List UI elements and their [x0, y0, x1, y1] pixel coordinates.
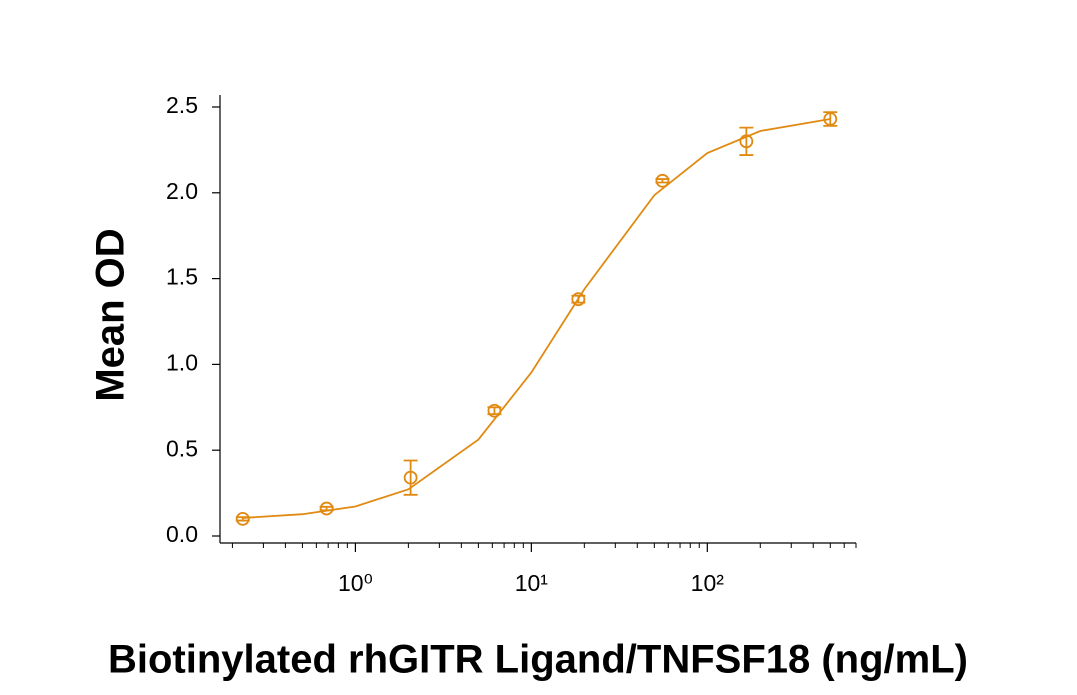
data-point [739, 134, 754, 149]
data-point [823, 112, 838, 126]
x-tick-label: 10¹ [515, 570, 549, 596]
error-bar [235, 516, 250, 522]
x-axis-title: Biotinylated rhGITR Ligand/TNFSF18 (ng/m… [108, 638, 968, 682]
data-point [571, 292, 586, 307]
y-tick-label: 0.5 [166, 435, 198, 461]
y-tick-label: 2.5 [166, 92, 198, 118]
error-bar [319, 505, 334, 512]
fit-curve [242, 118, 831, 519]
data-point [655, 173, 670, 188]
error-bar [655, 178, 670, 184]
data-point [403, 470, 418, 485]
error-bar [739, 126, 754, 156]
data-point [487, 403, 502, 418]
y-tick-label: 1.5 [166, 264, 198, 290]
error-bar [403, 459, 418, 496]
y-tick-label: 1.0 [166, 349, 198, 375]
data-point [319, 501, 334, 516]
y-tick-label: 0.0 [166, 521, 198, 547]
y-tick-label: 2.0 [166, 178, 198, 204]
x-tick-label: 10⁰ [338, 570, 373, 596]
x-tick-label: 10² [691, 570, 725, 596]
y-axis-title: Mean OD [89, 228, 133, 401]
data-point [235, 511, 250, 526]
